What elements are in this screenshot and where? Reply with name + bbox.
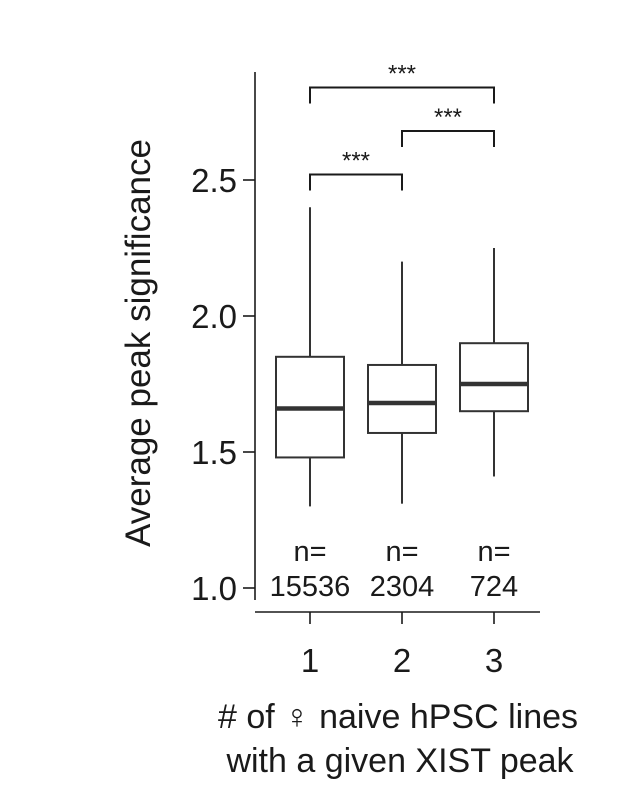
- x-axis-title-line2: with a given XIST peak: [225, 742, 574, 780]
- significance-label: ***: [388, 61, 416, 88]
- box-iqr: [367, 363, 437, 434]
- y-tick-label: 2.5: [191, 162, 237, 199]
- box-3: [459, 248, 529, 477]
- box-2: [367, 261, 437, 504]
- n-label: n=: [385, 536, 418, 568]
- significance-label: ***: [434, 104, 462, 131]
- y-axis: 1.0 1.5 2.0 2.5: [191, 72, 256, 607]
- n-value: 724: [470, 571, 518, 603]
- x-tick-label: 3: [485, 642, 503, 679]
- y-tick-label: 2.0: [191, 298, 237, 335]
- significance-bracket: ***: [309, 148, 403, 191]
- boxes: [275, 207, 529, 507]
- bracket-line: [401, 130, 495, 148]
- x-tick-label: 1: [301, 642, 319, 679]
- n-label: n=: [477, 536, 510, 568]
- x-tick-label: 2: [393, 642, 411, 679]
- box-iqr: [459, 342, 529, 413]
- n-value: 2304: [370, 571, 435, 603]
- x-axis-title-line1: # of ♀ naive hPSC lines: [218, 698, 578, 736]
- y-tick-label: 1.5: [191, 434, 237, 471]
- box-1: [275, 207, 345, 507]
- y-tick-label: 1.0: [191, 570, 237, 607]
- significance-bracket: ***: [309, 61, 495, 104]
- n-label: n=: [293, 536, 326, 568]
- bracket-line: [309, 86, 495, 104]
- bracket-line: [309, 173, 403, 191]
- significance-brackets: *** *** ***: [309, 61, 495, 191]
- significance-label: ***: [342, 148, 370, 175]
- n-value: 15536: [270, 571, 351, 603]
- y-axis-title: Average peak significance: [119, 139, 158, 547]
- significance-bracket: ***: [401, 104, 495, 148]
- x-axis: 1 2 3: [255, 611, 540, 679]
